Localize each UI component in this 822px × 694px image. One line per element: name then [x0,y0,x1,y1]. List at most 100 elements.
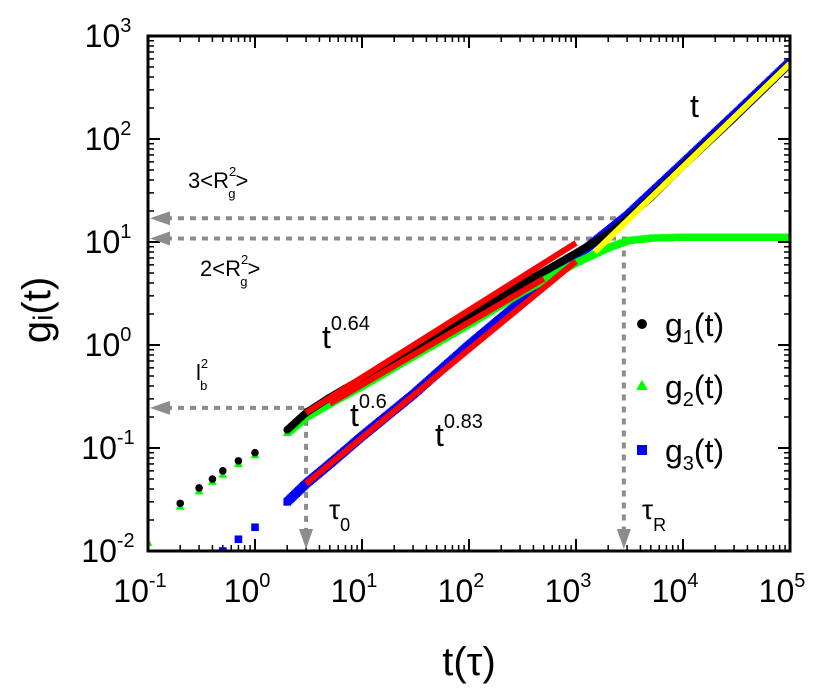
x-tick-label: 105 [759,570,806,609]
legend-label-end: (t) [694,307,724,343]
fit-label-exponent: 0.6 [359,391,387,413]
legend-item: g1(t) [637,307,724,349]
fit-line [304,258,578,487]
legend-label-sub: 2 [683,389,694,411]
fit-label: t [690,88,699,124]
data-point [637,445,647,455]
guide-arrowhead [150,231,170,246]
fit-label-base: t [322,319,331,355]
fit-line [328,276,546,407]
data-point [636,379,648,390]
x-tick-base: 10 [438,573,474,609]
legend-label-end: (t) [694,369,724,405]
x-tick-label: 103 [545,570,592,609]
data-point [234,457,243,465]
fit-label: t0.83 [435,411,483,453]
x-tick-exponent: 5 [794,570,805,592]
guide-label-text: 2<R [200,256,241,281]
y-tick-exponent: 2 [120,118,131,140]
fit-label: t0.6 [350,391,387,433]
x-tick-base: 10 [652,573,688,609]
tau-label: τR [642,494,666,535]
tau-symbol: τ [329,494,340,525]
y-tick-base: 10 [85,18,121,54]
guide-arrowhead [150,400,170,415]
y-tick-exponent: 0 [120,324,131,346]
x-tick-exponent: 2 [473,570,484,592]
guide-label-sup: 2 [241,252,248,267]
fit-line [304,240,578,416]
guide-lines [150,211,631,549]
y-tick-exponent: 3 [120,15,131,37]
x-tick-base: 10 [224,573,260,609]
data-point [637,319,647,329]
fit-lines [304,61,790,487]
tau-symbol: τ [642,494,653,525]
x-tick-base: 10 [545,573,581,609]
legend-item: g2(t) [636,369,724,411]
legend-label-sub: 1 [683,327,694,349]
tau-subscript: R [653,515,666,535]
tau-label: τ0 [329,494,350,535]
data-point [251,523,259,532]
x-tick-exponent: -1 [149,570,167,592]
guide-arrowhead [616,529,631,549]
y-tick-base: 10 [85,121,121,157]
guide-label: 3<R2 g> [188,164,248,201]
y-tick-base: 10 [85,327,121,363]
plot-frame [146,34,792,553]
legend: g1(t)g2(t)g3(t) [636,307,724,475]
y-tick-label: 100 [85,324,132,363]
guide-label-sub: b [200,378,207,393]
guide-label: l2 b [196,356,208,393]
fit-label-base: t [350,397,359,433]
x-tick-exponent: 3 [580,570,591,592]
legend-label-base: g [665,307,683,343]
y-tick-base: 10 [81,533,117,569]
data-point [176,499,185,508]
x-tick-label: 104 [652,570,699,609]
y-tick-label: 103 [85,15,132,54]
x-tick-label: 100 [224,570,271,609]
y-tick-label: 101 [85,221,132,260]
legend-label-sub: 3 [683,453,694,475]
y-tick-exponent: -2 [117,530,135,552]
x-tick-exponent: 0 [259,570,270,592]
data-point [218,547,227,551]
y-tick-exponent: 1 [120,221,131,243]
legend-label: g3(t) [665,433,724,475]
y-tick-base: 10 [81,430,117,466]
data-point [195,484,203,492]
guide-label-sup: 2 [229,164,236,179]
legend-label-base: g [665,433,683,469]
y-tick-label: 102 [85,118,132,157]
data-point [208,475,217,483]
legend-label: g2(t) [665,369,724,411]
legend-label: g1(t) [665,307,724,349]
fit-label-exponent: 0.64 [331,313,370,335]
y-tick-exponent: -1 [117,427,135,449]
x-tick-label: 101 [331,570,378,609]
y-axis-label: gᵢ(t) [15,277,59,343]
guide-label: 2<R2 g> [200,252,260,289]
tau-subscript: 0 [340,515,350,535]
legend-label-end: (t) [694,433,724,469]
x-axis-label: t(τ) [442,640,496,684]
guide-label-text: 3<R [188,168,229,193]
x-tick-exponent: 1 [366,570,377,592]
data-point [251,448,259,457]
guide-label-end: > [235,168,248,193]
x-tick-exponent: 4 [687,570,698,592]
y-tick-base: 10 [85,224,121,260]
legend-item: g3(t) [637,433,724,475]
fit-label-base: t [435,417,444,453]
guide-label-sub: g [240,274,247,289]
x-tick-base: 10 [113,573,149,609]
data-point [234,535,243,544]
guide-arrowhead [150,211,170,226]
guide-label-sub: g [228,186,235,201]
y-tick-label: 10-1 [81,427,134,466]
tick-labels: 10-1 100 101 102 103 104 10510-210-11001011021… [81,15,805,609]
y-tick-label: 10-2 [81,530,134,569]
